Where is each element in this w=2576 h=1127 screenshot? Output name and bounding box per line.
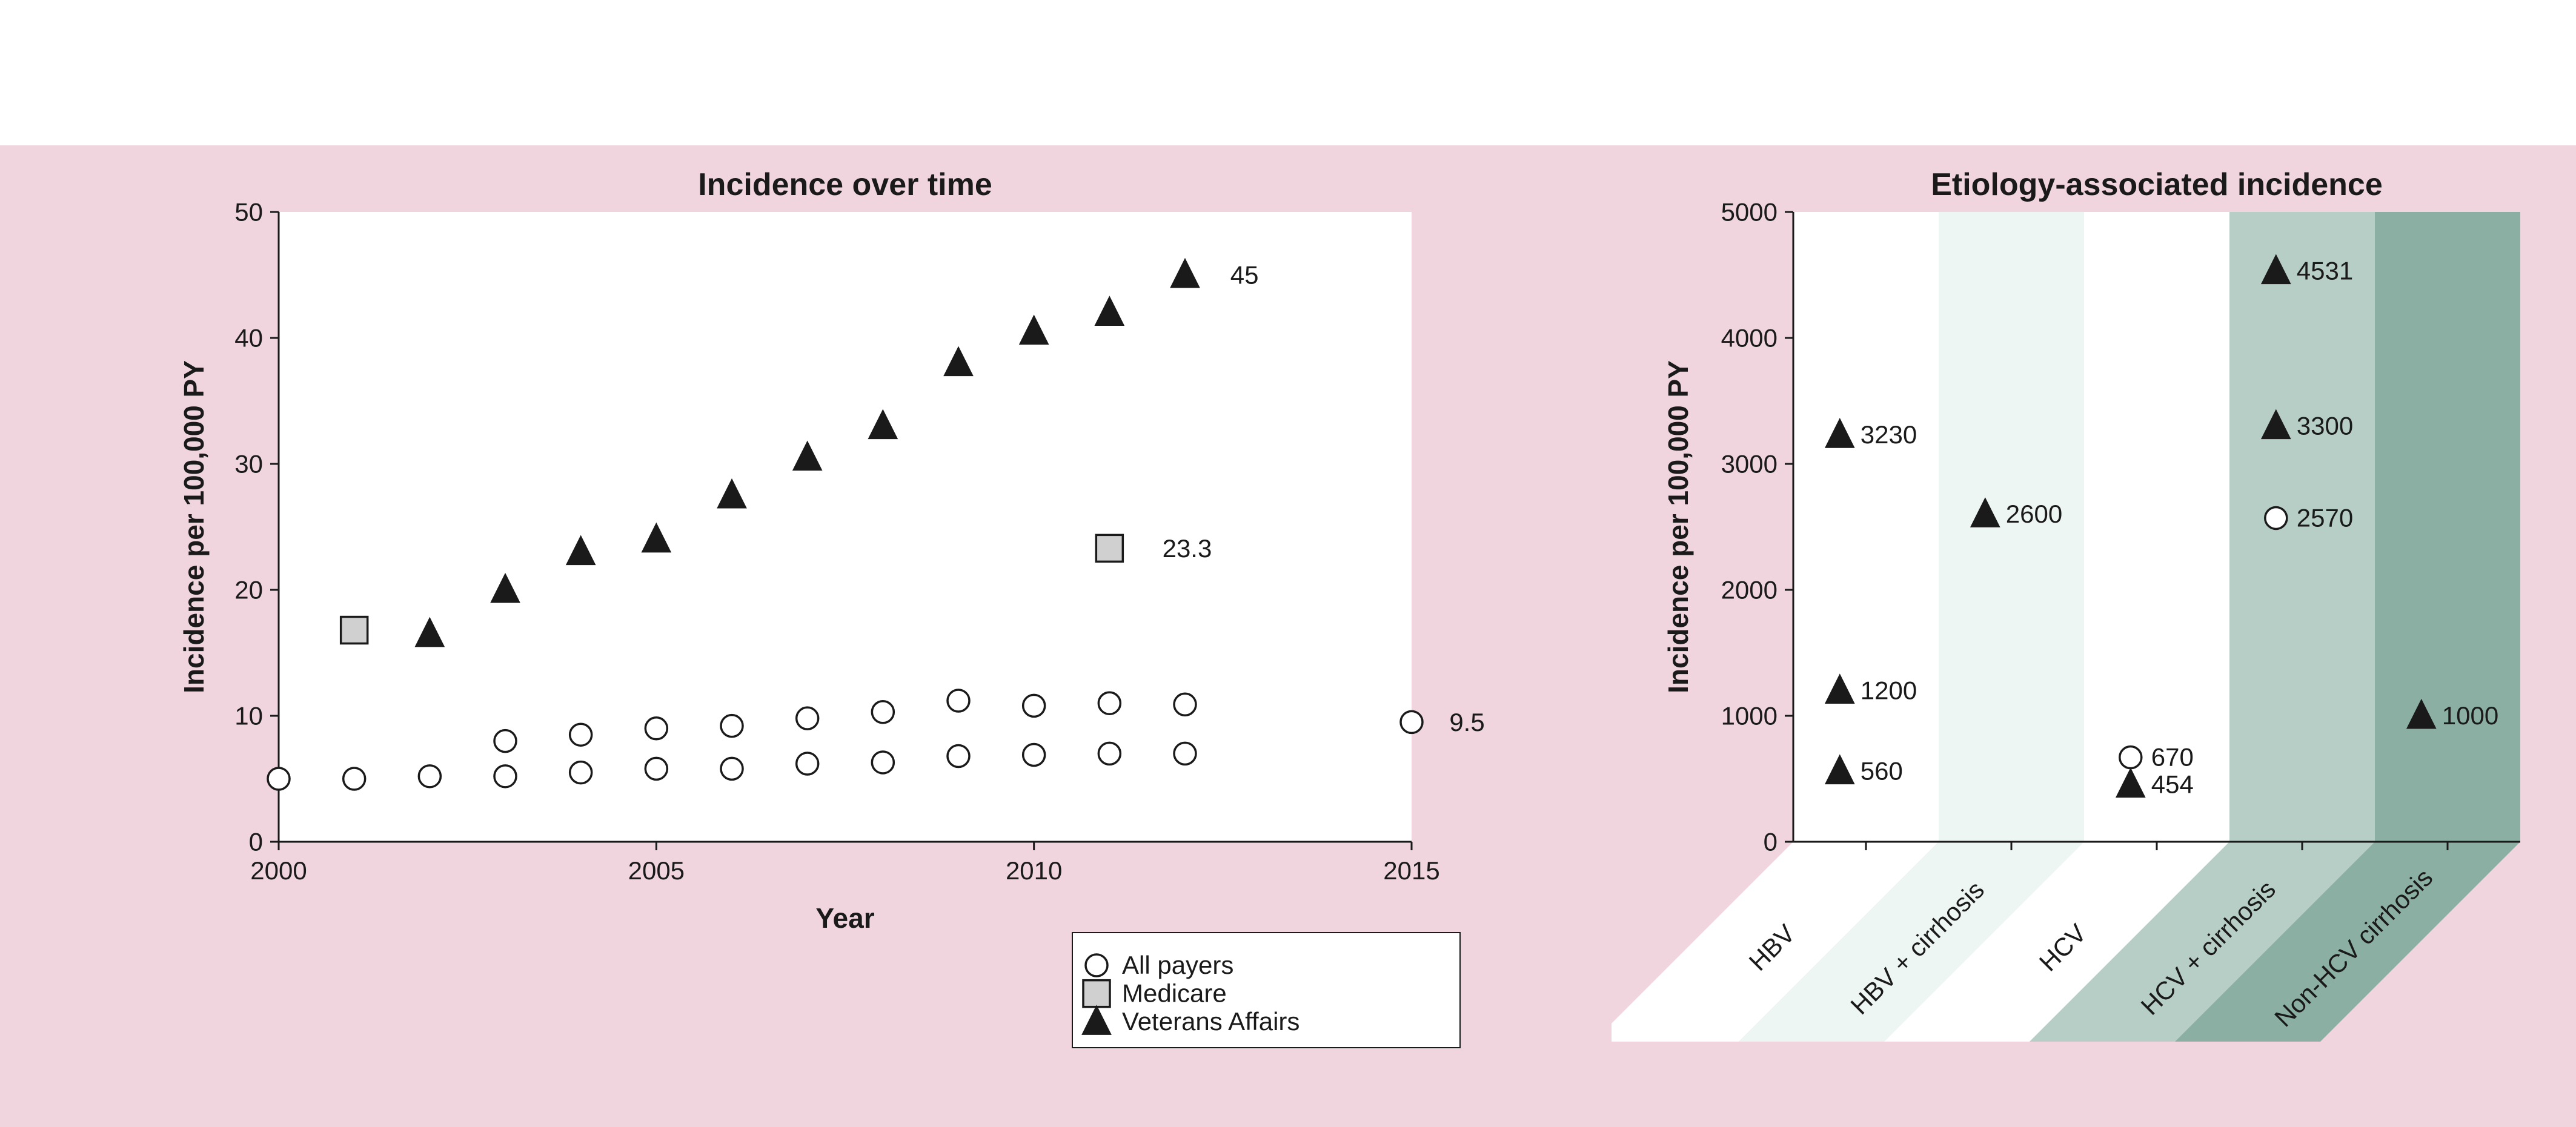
- left-ytick-label: 50: [234, 198, 263, 226]
- page-root: Incidence over time 0 10 20 30 40 50 2000 2005 20…: [0, 0, 2576, 1127]
- right-ytick-label: 4000: [1721, 324, 1778, 352]
- legend-item-label: All payers: [1122, 951, 1233, 979]
- right-ytick-label: 5000: [1721, 198, 1778, 226]
- right-ytick-label: 1000: [1721, 702, 1778, 730]
- right-ylabel: Incidence per 100,000 PY: [1662, 360, 1694, 693]
- etiology-band: [1793, 212, 1939, 842]
- etiology-point-label: 1200: [1861, 676, 1917, 704]
- left-xtick-label: 2015: [1383, 856, 1439, 885]
- right-ytick-label: 2000: [1721, 576, 1778, 604]
- etiology-point-label: 2600: [2006, 500, 2062, 528]
- right-ytick-label: 0: [1764, 828, 1778, 856]
- incidence-over-time-chart: Incidence over time 0 10 20 30 40 50 2000 2005 20…: [79, 157, 1593, 1090]
- left-xtick-label: 2005: [628, 856, 685, 885]
- etiology-point-label: 2570: [2297, 503, 2353, 532]
- right-chart-title: Etiology-associated incidence: [1931, 167, 2383, 202]
- etiology-point-label: 670: [2151, 743, 2194, 772]
- left-xtick-label: 2010: [1006, 856, 1062, 885]
- etiology-point-label: 560: [1861, 756, 1903, 785]
- etiology-incidence-chart: Etiology-associated incidence 0 1000 2000 30…: [1612, 157, 2557, 1090]
- left-xlabel: Year: [815, 902, 874, 934]
- left-xtick-label: 2000: [250, 856, 307, 885]
- etiology-band: [2375, 212, 2520, 842]
- left-ytick-label: 20: [234, 576, 263, 604]
- left-ytick-label: 10: [234, 702, 263, 730]
- etiology-point-label: 4531: [2297, 256, 2353, 285]
- left-annotation: 9.5: [1449, 708, 1484, 736]
- left-ylabel: Incidence per 100,000 PY: [178, 360, 210, 693]
- left-ytick-label: 40: [234, 324, 263, 352]
- left-ytick-label: 30: [234, 450, 263, 478]
- etiology-point-label: 3300: [2297, 411, 2353, 440]
- left-annotation: 45: [1230, 261, 1259, 289]
- etiology-point-label: 1000: [2442, 701, 2498, 730]
- etiology-point-label: 3230: [1861, 420, 1917, 449]
- left-annotation: 23.3: [1163, 534, 1212, 563]
- left-chart-title: Incidence over time: [698, 167, 992, 202]
- right-ytick-label: 3000: [1721, 450, 1778, 478]
- etiology-point-label: 454: [2151, 770, 2194, 798]
- legend-item-label: Medicare: [1122, 979, 1227, 1008]
- left-ytick-label: 0: [249, 828, 263, 856]
- legend-item-label: Veterans Affairs: [1122, 1007, 1300, 1036]
